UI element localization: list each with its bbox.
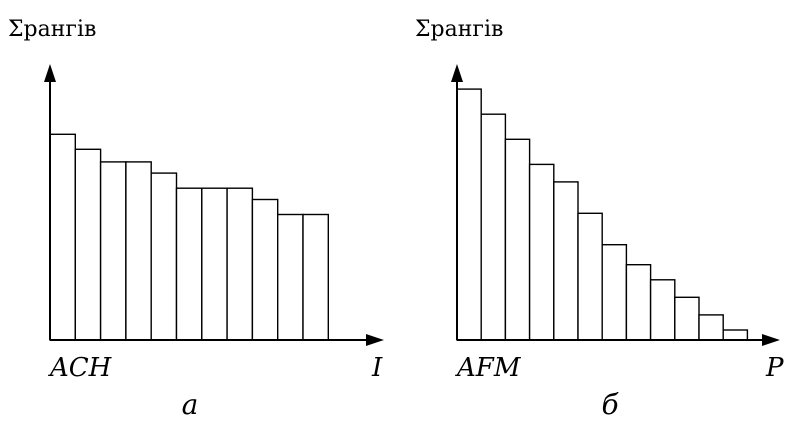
x-axis-label-a: I bbox=[371, 353, 383, 383]
bar-a-7 bbox=[201, 187, 228, 341]
bar-b-3 bbox=[504, 138, 531, 341]
bar-b-12 bbox=[722, 329, 749, 341]
category-labels-a: ACH bbox=[48, 353, 113, 383]
bar-b-7 bbox=[601, 243, 628, 341]
bar-a-11 bbox=[302, 213, 329, 341]
y-axis-label-b: Σрангів bbox=[415, 17, 503, 42]
bar-a-4 bbox=[125, 161, 152, 341]
bar-b-8 bbox=[625, 264, 652, 341]
bar-b-4 bbox=[528, 163, 555, 341]
bar-a-9 bbox=[251, 198, 279, 341]
bars-b bbox=[456, 88, 749, 341]
panel-a: Σрангів ACH I а bbox=[8, 17, 384, 421]
bar-a-3 bbox=[99, 161, 127, 341]
bar-a-6 bbox=[175, 187, 203, 341]
bar-a-1 bbox=[49, 133, 76, 341]
bar-b-2 bbox=[480, 113, 507, 341]
bar-b-10 bbox=[674, 296, 700, 341]
category-labels-b: AFM bbox=[455, 353, 522, 383]
y-axis-arrow-a bbox=[44, 64, 56, 82]
bar-b-5 bbox=[553, 181, 579, 341]
bar-a-8 bbox=[226, 187, 254, 341]
x-axis-label-b: P bbox=[765, 353, 784, 383]
bar-a-10 bbox=[277, 213, 304, 341]
panel-caption-b: б bbox=[601, 388, 619, 421]
bar-b-11 bbox=[698, 314, 724, 341]
y-axis-arrow-b bbox=[451, 64, 463, 82]
bars-a bbox=[49, 133, 329, 341]
y-axis-label-a: Σрангів bbox=[8, 17, 96, 42]
panel-b: Σрангів AFM P б bbox=[415, 17, 784, 421]
x-axis-arrow-b bbox=[762, 334, 780, 346]
panel-caption-a: а bbox=[182, 388, 199, 421]
bar-b-9 bbox=[649, 279, 676, 341]
bar-b-6 bbox=[577, 212, 603, 341]
x-axis-arrow-a bbox=[366, 334, 384, 346]
bar-b-1 bbox=[456, 88, 482, 341]
bar-a-5 bbox=[150, 172, 178, 341]
bar-a-2 bbox=[74, 148, 102, 341]
